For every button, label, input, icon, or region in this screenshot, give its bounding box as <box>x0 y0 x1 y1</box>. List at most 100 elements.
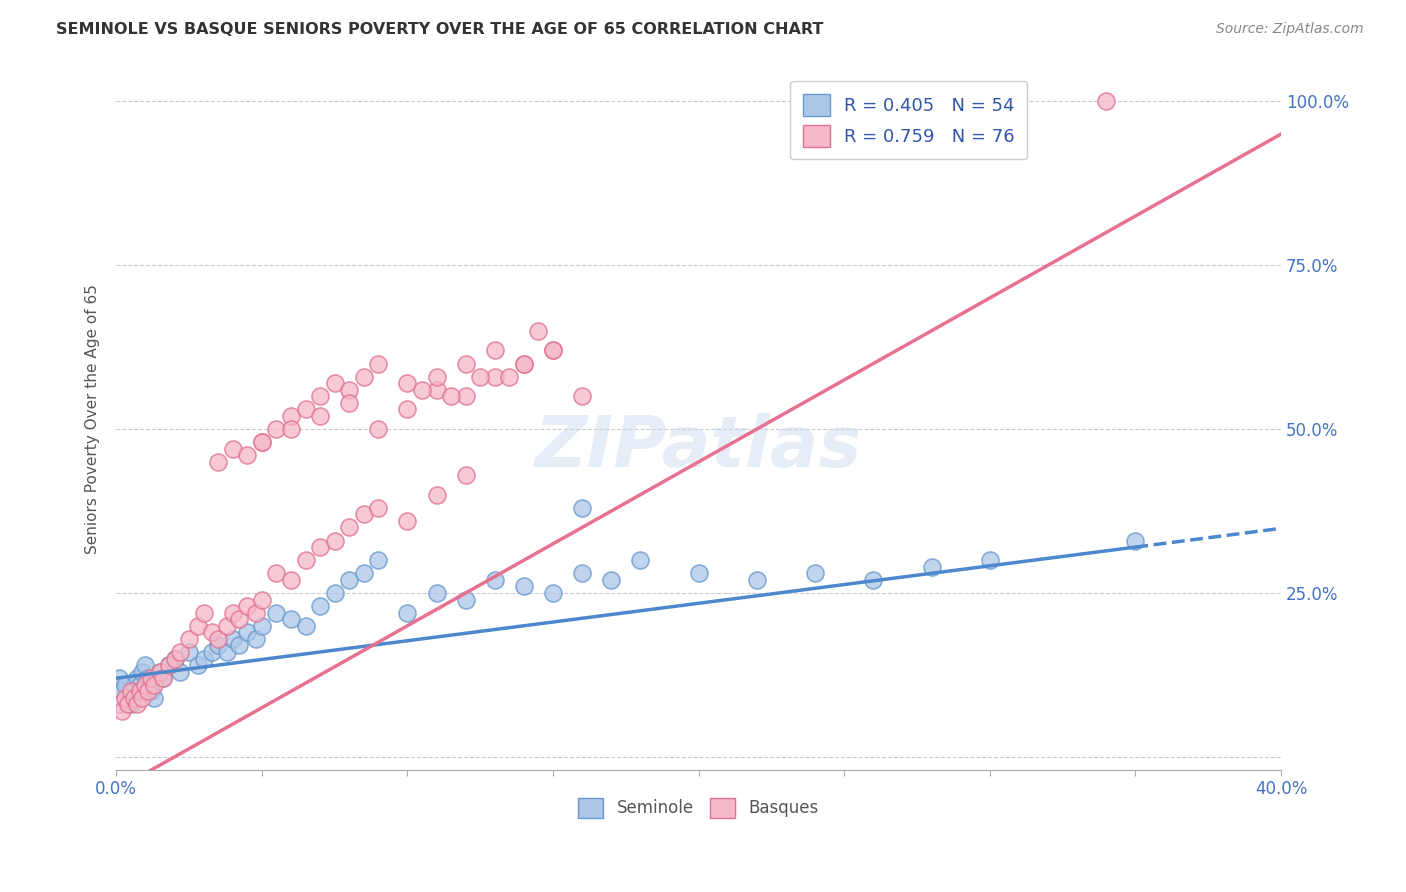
Point <box>294 553 316 567</box>
Point <box>309 599 332 613</box>
Point <box>250 435 273 450</box>
Point <box>454 592 477 607</box>
Point <box>207 455 229 469</box>
Point <box>425 383 447 397</box>
Point <box>513 357 536 371</box>
Point <box>141 684 163 698</box>
Point <box>207 632 229 646</box>
Point <box>193 606 215 620</box>
Point <box>367 357 389 371</box>
Point <box>541 343 564 358</box>
Point <box>215 619 238 633</box>
Point <box>120 684 142 698</box>
Point <box>513 579 536 593</box>
Point <box>396 606 419 620</box>
Point <box>571 500 593 515</box>
Point <box>128 678 150 692</box>
Point <box>280 409 302 423</box>
Point <box>207 639 229 653</box>
Point <box>111 704 134 718</box>
Point <box>136 684 159 698</box>
Point <box>804 566 827 581</box>
Y-axis label: Seniors Poverty Over the Age of 65: Seniors Poverty Over the Age of 65 <box>86 285 100 554</box>
Point <box>250 435 273 450</box>
Point <box>541 343 564 358</box>
Point <box>337 573 360 587</box>
Point <box>337 396 360 410</box>
Point <box>454 357 477 371</box>
Point <box>250 619 273 633</box>
Point <box>323 533 346 548</box>
Point <box>187 658 209 673</box>
Point <box>541 586 564 600</box>
Point <box>201 625 224 640</box>
Point <box>131 690 153 705</box>
Point <box>228 639 250 653</box>
Point <box>527 324 550 338</box>
Point <box>108 671 131 685</box>
Point <box>600 573 623 587</box>
Point <box>454 389 477 403</box>
Point <box>1125 533 1147 548</box>
Point <box>280 612 302 626</box>
Point <box>396 514 419 528</box>
Point <box>337 383 360 397</box>
Point <box>628 553 651 567</box>
Point <box>425 586 447 600</box>
Point <box>688 566 710 581</box>
Point <box>117 698 139 712</box>
Point <box>128 684 150 698</box>
Point <box>236 599 259 613</box>
Point <box>571 566 593 581</box>
Point <box>979 553 1001 567</box>
Legend: Seminole, Basques: Seminole, Basques <box>572 791 825 825</box>
Point <box>187 619 209 633</box>
Point <box>228 612 250 626</box>
Point <box>266 606 288 620</box>
Point <box>484 369 506 384</box>
Point <box>152 671 174 685</box>
Point <box>921 559 943 574</box>
Point <box>1095 95 1118 109</box>
Point <box>236 625 259 640</box>
Point <box>498 369 520 384</box>
Point <box>111 684 134 698</box>
Point <box>337 520 360 534</box>
Point <box>266 566 288 581</box>
Point <box>280 573 302 587</box>
Point <box>396 402 419 417</box>
Point <box>571 389 593 403</box>
Point <box>309 409 332 423</box>
Point <box>143 678 166 692</box>
Point <box>245 632 267 646</box>
Point <box>149 665 172 679</box>
Point <box>323 586 346 600</box>
Point <box>353 369 375 384</box>
Point <box>136 671 159 685</box>
Point <box>470 369 492 384</box>
Point <box>152 671 174 685</box>
Point <box>513 357 536 371</box>
Point <box>125 671 148 685</box>
Point <box>134 658 156 673</box>
Point <box>294 402 316 417</box>
Point <box>425 369 447 384</box>
Text: ZIPatlas: ZIPatlas <box>534 413 862 482</box>
Point <box>367 500 389 515</box>
Point <box>323 376 346 391</box>
Point <box>177 645 200 659</box>
Text: SEMINOLE VS BASQUE SENIORS POVERTY OVER THE AGE OF 65 CORRELATION CHART: SEMINOLE VS BASQUE SENIORS POVERTY OVER … <box>56 22 824 37</box>
Point <box>250 592 273 607</box>
Point <box>294 619 316 633</box>
Point <box>353 566 375 581</box>
Point <box>114 690 136 705</box>
Point <box>157 658 180 673</box>
Point <box>149 665 172 679</box>
Point <box>193 651 215 665</box>
Point <box>201 645 224 659</box>
Text: Source: ZipAtlas.com: Source: ZipAtlas.com <box>1216 22 1364 37</box>
Point <box>157 658 180 673</box>
Point <box>222 442 245 456</box>
Point <box>309 540 332 554</box>
Point <box>134 678 156 692</box>
